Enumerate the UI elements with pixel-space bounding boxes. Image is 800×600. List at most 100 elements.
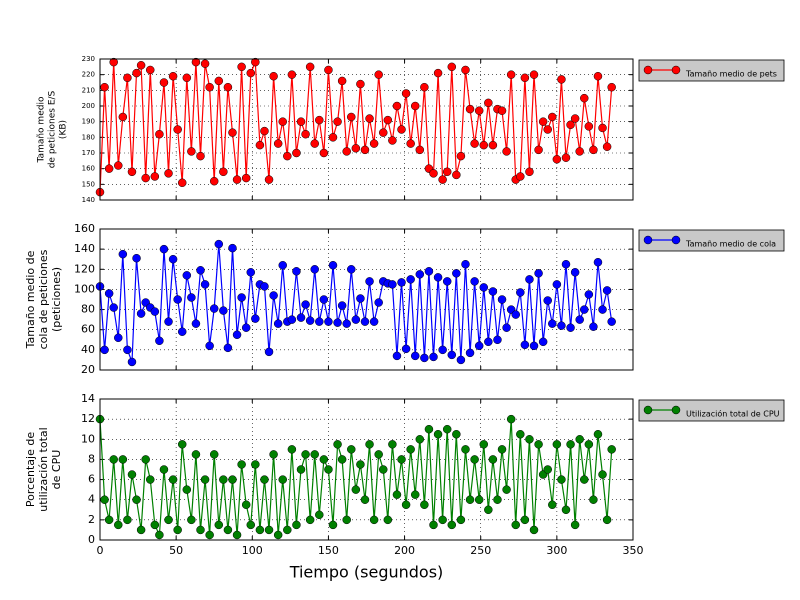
data-point: [543, 465, 552, 474]
data-point: [209, 304, 219, 313]
data-point: [305, 515, 315, 525]
data-point: [589, 322, 598, 331]
data-point: [415, 270, 425, 279]
data-point: [241, 500, 251, 509]
y-axis-label: cola de peticiones: [37, 249, 50, 349]
y-tick-label: 140: [74, 242, 95, 255]
data-point: [456, 515, 466, 525]
data-point: [488, 140, 498, 150]
data-point: [264, 347, 274, 357]
data-point: [223, 343, 233, 353]
data-point: [177, 440, 187, 449]
data-point: [310, 450, 319, 459]
data-point: [141, 173, 150, 183]
data-point: [114, 520, 123, 530]
data-point: [168, 71, 178, 81]
data-point: [438, 175, 447, 184]
data-point: [424, 267, 434, 276]
data-point: [447, 520, 457, 530]
data-point: [438, 345, 447, 355]
data-point: [584, 122, 594, 131]
data-point: [132, 495, 141, 504]
data-point: [283, 525, 292, 535]
data-point: [511, 520, 520, 530]
data-point: [164, 515, 173, 525]
data-point: [497, 106, 507, 115]
data-point: [465, 104, 475, 114]
data-point: [602, 515, 612, 525]
data-point: [479, 283, 489, 292]
data-point: [365, 114, 374, 123]
data-point: [310, 265, 319, 274]
data-point: [223, 82, 233, 92]
data-point: [269, 71, 278, 81]
y-tick-label: 12: [81, 412, 95, 425]
data-point: [516, 430, 525, 439]
data-point: [602, 286, 612, 295]
data-point: [246, 520, 256, 530]
data-point: [566, 323, 575, 332]
data-point: [232, 530, 242, 540]
data-point: [150, 520, 160, 530]
data-point: [383, 515, 393, 525]
data-point: [200, 475, 210, 484]
y-axis-label: (peticiones): [50, 267, 63, 332]
data-point: [470, 139, 479, 148]
data-point: [292, 520, 301, 530]
data-point: [570, 520, 580, 530]
data-point: [406, 275, 415, 284]
data-point: [401, 89, 411, 98]
data-point: [278, 475, 287, 484]
x-tick-label: 350: [623, 544, 644, 557]
data-point: [401, 344, 411, 354]
data-point: [200, 59, 210, 68]
y-tick-label: 140: [82, 196, 95, 204]
data-point: [292, 267, 301, 276]
data-point: [392, 490, 402, 499]
data-point: [397, 125, 406, 134]
data-point: [246, 268, 256, 277]
y-axis-label: de CPU: [50, 450, 63, 490]
data-point: [506, 414, 516, 424]
data-point: [173, 295, 182, 304]
data-point: [287, 445, 297, 454]
data-point: [465, 495, 475, 504]
data-point: [589, 495, 598, 504]
data-point: [534, 145, 543, 155]
legend-label: Tamaño medio de pets: [685, 70, 777, 79]
data-point: [589, 145, 598, 155]
data-point: [401, 500, 411, 509]
data-point: [452, 170, 461, 180]
data-point: [237, 293, 246, 302]
data-point: [356, 460, 365, 469]
data-point: [456, 151, 466, 161]
data-point: [406, 139, 415, 148]
data-point: [465, 348, 475, 358]
data-point: [123, 345, 132, 355]
data-point: [319, 455, 329, 464]
data-point: [273, 530, 283, 540]
data-point: [607, 317, 616, 326]
legend-box: [638, 399, 785, 422]
data-point: [260, 282, 269, 291]
data-point: [237, 460, 246, 469]
data-point: [351, 315, 361, 324]
data-point: [251, 460, 260, 469]
data-point: [410, 351, 420, 361]
y-tick-label: 80: [81, 303, 95, 316]
data-point: [442, 424, 452, 434]
plot-frame: [99, 228, 634, 371]
data-point: [305, 62, 315, 72]
y-tick-label: 8: [88, 452, 95, 465]
data-point: [141, 455, 150, 464]
data-point: [365, 440, 374, 449]
data-point: [520, 73, 530, 83]
data-point: [360, 495, 370, 504]
data-point: [502, 147, 511, 156]
data-point: [342, 319, 351, 328]
data-point: [379, 128, 388, 137]
data-point: [273, 319, 283, 328]
data-point: [146, 65, 155, 75]
data-point: [442, 277, 452, 286]
data-point: [328, 261, 338, 270]
